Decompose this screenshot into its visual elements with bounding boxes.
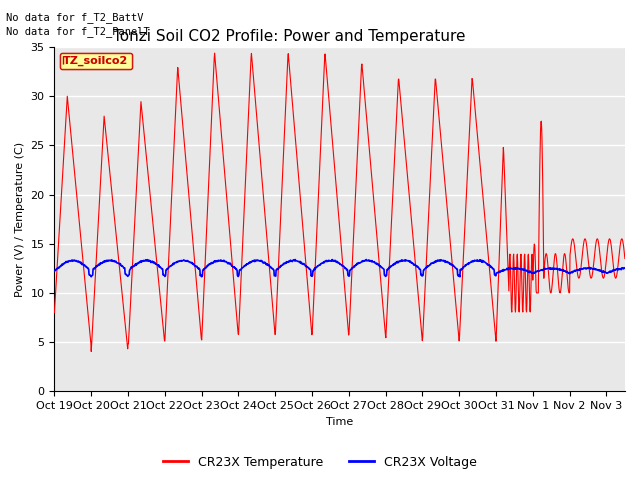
Text: No data for f_T2_BattV: No data for f_T2_BattV	[6, 12, 144, 23]
Y-axis label: Power (V) / Temperature (C): Power (V) / Temperature (C)	[15, 142, 25, 297]
Legend: CR23X Temperature, CR23X Voltage: CR23X Temperature, CR23X Voltage	[159, 451, 481, 474]
Legend: TZ_soilco2: TZ_soilco2	[60, 52, 132, 70]
Text: No data for f_T2_PanelT: No data for f_T2_PanelT	[6, 26, 150, 37]
X-axis label: Time: Time	[326, 417, 353, 427]
Text: Tonzi Soil CO2 Profile: Power and Temperature: Tonzi Soil CO2 Profile: Power and Temper…	[113, 29, 465, 44]
